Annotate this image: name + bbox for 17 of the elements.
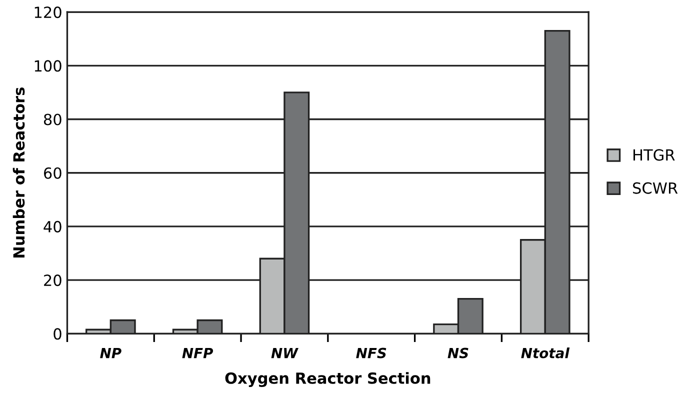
y-tick-label: 80	[44, 114, 62, 126]
y-tick-label: 60	[44, 167, 62, 179]
x-tick-label: Ntotal	[521, 348, 570, 358]
x-tick-label: NFP	[182, 348, 214, 358]
y-tick-label: 40	[44, 220, 62, 232]
y-tick-label: 20	[44, 274, 62, 286]
legend-label: SCWR	[633, 182, 678, 194]
x-tick-label: NS	[448, 348, 468, 358]
y-tick-label: 100	[34, 60, 62, 72]
legend-label: HTGR	[633, 149, 675, 161]
x-axis-title: Oxygen Reactor Section	[225, 372, 430, 388]
x-tick-label: NP	[100, 348, 122, 358]
y-axis-title: Number of Reactors	[12, 88, 25, 258]
y-tick-label: 120	[34, 6, 62, 18]
x-tick-label: NFS	[356, 348, 386, 358]
y-tick-label: 0	[54, 328, 62, 340]
x-tick-label: NW	[271, 348, 298, 358]
